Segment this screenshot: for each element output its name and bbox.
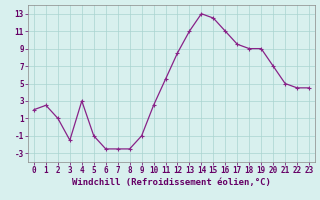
X-axis label: Windchill (Refroidissement éolien,°C): Windchill (Refroidissement éolien,°C)	[72, 178, 271, 187]
